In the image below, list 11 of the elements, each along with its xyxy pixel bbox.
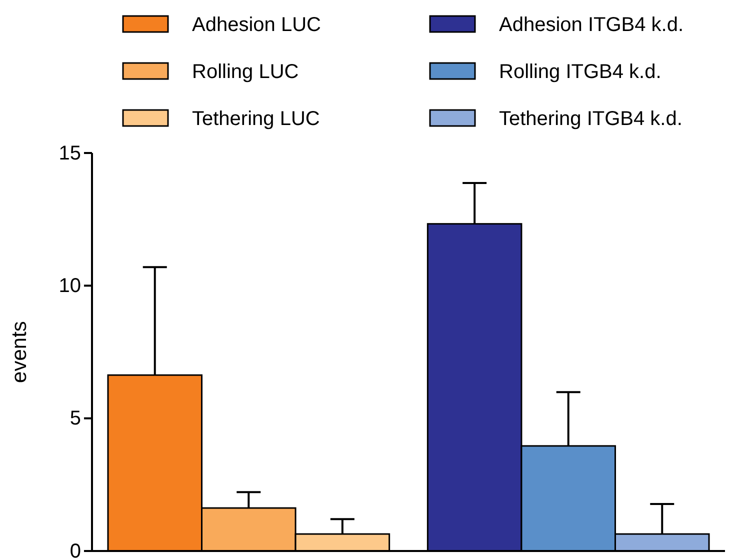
legend-label: Tethering ITGB4 k.d. xyxy=(499,108,682,130)
legend-label: Adhesion LUC xyxy=(192,14,321,36)
y-tick-label: 15 xyxy=(58,142,81,164)
legend-label: Rolling ITGB4 k.d. xyxy=(499,61,662,83)
y-tick-label: 5 xyxy=(70,408,81,430)
legend-label: Adhesion ITGB4 k.d. xyxy=(499,14,684,36)
y-tick-label: 0 xyxy=(70,540,81,558)
y-axis-title: events xyxy=(8,321,31,383)
legend-label: Tethering LUC xyxy=(192,108,320,130)
y-tick-label: 10 xyxy=(58,275,81,298)
legend-label: Rolling LUC xyxy=(192,61,299,83)
